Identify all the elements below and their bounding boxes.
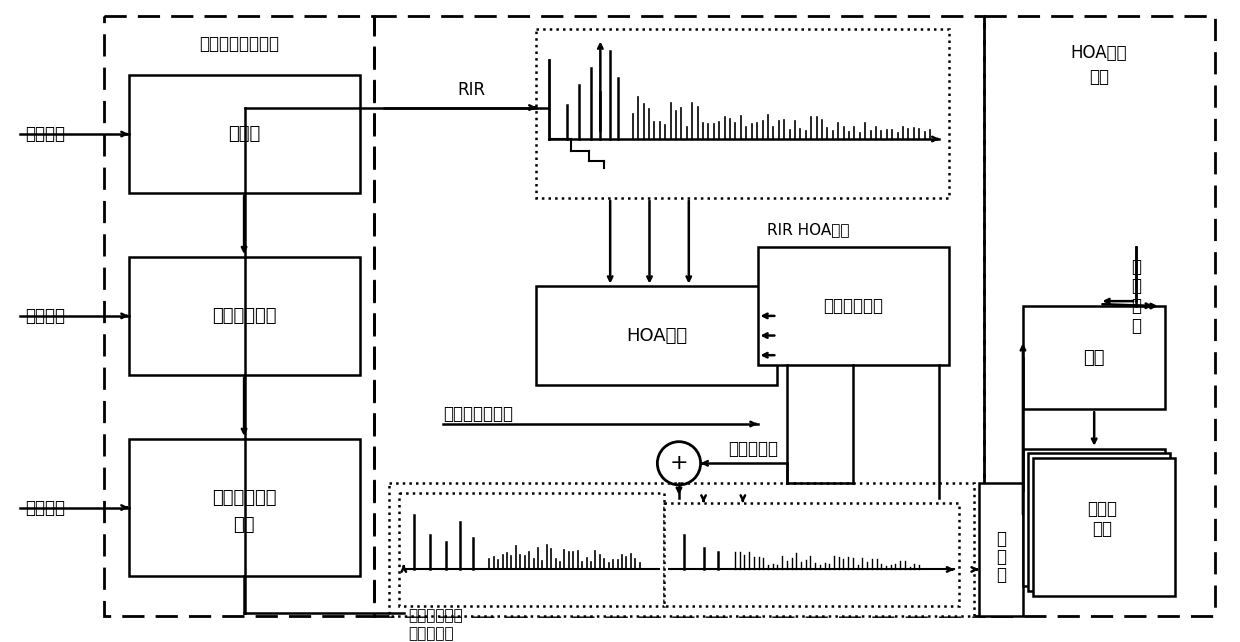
- Bar: [129, 438, 360, 577]
- Bar: [399, 493, 665, 606]
- Text: 扬声器方位信息: 扬声器方位信息: [443, 405, 513, 423]
- Text: 房间冲激响应: 房间冲激响应: [212, 489, 277, 507]
- Text: 计算: 计算: [233, 516, 255, 534]
- Text: 卷积: 卷积: [1084, 349, 1105, 367]
- Text: 匹配投影解码: 匹配投影解码: [823, 297, 883, 315]
- Text: 房间冲激响应: 房间冲激响应: [409, 608, 464, 623]
- Bar: [758, 247, 950, 365]
- Text: HOA编码: HOA编码: [626, 327, 687, 345]
- Text: 扬声器增益: 扬声器增益: [409, 626, 454, 641]
- Text: 几何模型: 几何模型: [25, 125, 64, 143]
- Bar: [537, 29, 950, 198]
- Text: 声: 声: [1131, 257, 1141, 276]
- Text: 重放: 重放: [1092, 520, 1112, 538]
- Text: 源: 源: [1131, 277, 1141, 295]
- Text: RIR: RIR: [458, 81, 486, 99]
- Text: 系统: 系统: [1089, 68, 1109, 86]
- Bar: [374, 16, 983, 616]
- Text: 声源信息: 声源信息: [25, 307, 64, 325]
- Bar: [129, 257, 360, 375]
- Bar: [665, 503, 959, 606]
- Text: 号: 号: [1131, 317, 1141, 334]
- Bar: [129, 75, 360, 193]
- Text: 房间声学建模: 房间声学建模: [212, 307, 277, 325]
- Bar: [1033, 458, 1176, 596]
- Text: 预处理: 预处理: [228, 125, 260, 143]
- Text: 目标位置: 目标位置: [25, 499, 64, 517]
- Text: 房间冲激响应计算: 房间冲激响应计算: [200, 35, 279, 53]
- Text: 后: 后: [996, 530, 1006, 548]
- Bar: [983, 16, 1215, 616]
- Text: 扬声器: 扬声器: [1087, 501, 1117, 519]
- Bar: [1023, 306, 1166, 409]
- Bar: [1028, 453, 1171, 591]
- Text: 扬声器增益: 扬声器增益: [728, 440, 779, 458]
- Text: 处: 处: [996, 548, 1006, 566]
- Bar: [978, 483, 1023, 616]
- Text: HOA重放: HOA重放: [1071, 44, 1127, 62]
- Text: +: +: [670, 453, 688, 473]
- Text: 理: 理: [996, 566, 1006, 584]
- Bar: [537, 286, 777, 385]
- Bar: [1023, 449, 1166, 586]
- Text: 信: 信: [1131, 297, 1141, 315]
- Text: RIR HOA信号: RIR HOA信号: [768, 222, 849, 237]
- Bar: [389, 483, 973, 616]
- Bar: [104, 16, 374, 616]
